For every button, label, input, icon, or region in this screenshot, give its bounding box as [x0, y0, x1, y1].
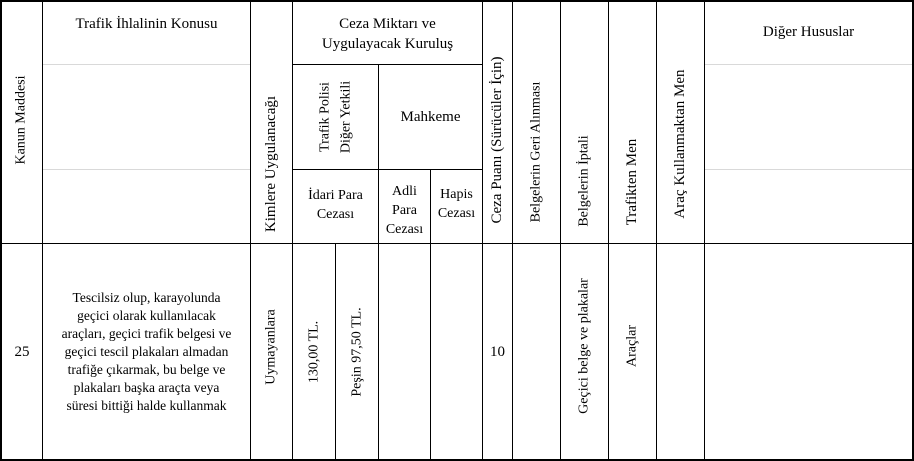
header-vehicle-ban: Araç Kullanmaktan Men — [672, 69, 688, 219]
row-admin-fine: 130,00 TL. — [306, 320, 322, 384]
row-applies-to: Uymayanlara — [263, 309, 279, 385]
header-other: Diğer Hususlar — [762, 24, 855, 40]
col-line — [250, 0, 251, 461]
header-penalty-points: Ceza Puanı (Sürücüler İçin) — [489, 56, 505, 224]
header-article: Kanun Maddesi — [13, 75, 29, 165]
guide-line — [704, 169, 912, 170]
header-doc-seizure: Belgelerin Geri Alınması — [528, 81, 544, 223]
police-subheader-line — [292, 169, 378, 170]
row-article: 25 — [14, 343, 30, 360]
header-admin-fine: İdari Para Cezası — [308, 188, 363, 222]
row-prison — [431, 244, 482, 459]
col-line — [512, 0, 513, 461]
header-applies-to: Kimlere Uygulanacağı — [263, 95, 279, 233]
header-penalty-group: Ceza Miktarı ve Uygulayacak Kuruluş — [321, 16, 454, 52]
guide-line — [42, 64, 250, 65]
col-line — [335, 244, 336, 461]
col-line — [482, 0, 483, 461]
header-judicial-fine: Adli Para Cezası — [385, 183, 424, 237]
row-vehicle-ban — [657, 244, 704, 459]
row-judicial-fine — [379, 244, 430, 459]
row-doc-cancel: Geçici belge ve plakalar — [576, 278, 592, 414]
header-subject: Trafik İhlalinin Konusu — [75, 16, 218, 32]
col-line — [656, 0, 657, 461]
col-line — [292, 0, 293, 461]
header-traffic-police-cell: Trafik Polisi Diğer Yetkili — [293, 65, 378, 169]
border-bottom — [0, 459, 914, 461]
col-line — [378, 64, 379, 461]
col-line — [560, 0, 561, 461]
header-court: Mahkeme — [400, 109, 461, 125]
header-doc-cancel: Belgelerin İptali — [576, 135, 592, 227]
row-subject: Tescilsiz olup, karayolunda geçici olara… — [61, 289, 232, 413]
header-traffic-ban: Trafikten Men — [624, 138, 640, 226]
col-line — [430, 169, 431, 461]
row-penalty-points: 10 — [490, 343, 505, 360]
penalty-subheader-line — [292, 64, 482, 65]
header-traffic-police: Trafik Polisi Diğer Yetkili — [317, 80, 354, 154]
col-line — [608, 0, 609, 461]
guide-line — [704, 64, 912, 65]
border-top — [0, 0, 914, 2]
row-traffic-ban: Araçlar — [624, 325, 640, 367]
guide-line — [42, 169, 250, 170]
col-line — [42, 0, 43, 461]
border-right — [912, 0, 914, 461]
header-separator — [0, 243, 914, 244]
row-doc-seizure — [513, 244, 560, 459]
row-admin-fine-prepaid: Peşin 97,50 TL. — [349, 307, 365, 397]
col-line — [704, 0, 705, 461]
border-left — [0, 0, 2, 461]
header-prison: Hapis Cezası — [437, 187, 476, 221]
row-other — [705, 244, 912, 459]
